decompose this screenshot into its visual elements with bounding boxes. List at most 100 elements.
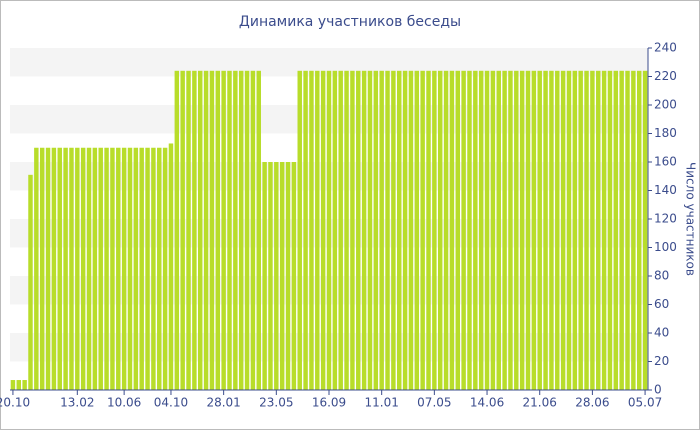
bar [262,162,267,390]
bar [168,143,174,390]
bar [572,70,578,391]
bar [584,70,589,391]
bar [92,147,98,390]
bar [127,147,133,390]
bar [443,70,449,391]
bar [432,70,437,391]
x-tick-label: 10.06 [107,396,141,410]
bar [449,70,455,391]
bar [45,147,51,390]
bar [116,147,121,390]
bar [373,70,379,391]
x-tick-label: 11.01 [364,396,398,410]
y-tick-label: 100 [654,240,677,254]
x-tick-label: 07.05 [417,396,451,410]
y-tick-label: 220 [654,69,677,83]
bar [531,70,537,391]
bar [69,147,74,390]
bar [28,174,33,390]
bar [414,70,420,391]
y-tick-label: 60 [654,297,669,311]
bar [268,162,273,390]
bar [192,70,197,391]
x-tick-label: 04.10 [154,396,188,410]
x-tick-label: 20.10 [0,396,30,410]
bar [250,70,256,391]
bar [121,147,127,390]
bar [315,70,320,391]
y-tick-label: 20 [654,354,669,368]
bar [636,70,642,391]
bar [344,70,349,391]
bar [473,70,478,391]
bar [291,162,297,390]
bar [274,162,279,390]
bar [519,70,525,391]
bar [139,147,144,390]
bar [549,70,554,391]
bar [391,70,396,391]
bar [613,70,619,391]
bar [162,147,168,390]
bar [256,70,261,391]
bar [174,70,180,391]
x-tick-label: 21.06 [523,396,557,410]
bar [63,147,68,390]
bar [461,70,466,391]
bar [525,70,531,391]
x-tick-label: 23.05 [259,396,293,410]
bar [578,70,583,391]
bar [367,70,373,391]
y-tick-label: 160 [654,155,677,169]
bar [133,147,139,390]
y-tick-label: 240 [654,41,677,55]
bar [303,70,308,391]
bar [566,70,572,391]
bar [590,70,595,391]
bar [180,70,185,391]
bar [332,70,338,391]
bar [326,70,332,391]
x-tick-label: 16.09 [312,396,346,410]
bar [496,70,501,391]
bar [560,70,566,391]
bar [16,380,22,390]
bar [420,70,425,391]
bar [34,147,39,390]
bar [514,70,519,391]
bar [86,147,92,390]
bar [157,147,162,390]
bar [10,380,16,390]
bar [631,70,636,391]
bar [244,70,250,391]
chart-title: Динамика участников беседы [239,14,461,30]
bar [104,147,109,390]
bar [397,70,402,391]
bar [57,147,62,390]
bar [356,70,361,391]
bar [502,70,507,391]
bar [543,70,548,391]
bar [607,70,613,391]
bar [110,147,115,390]
x-tick-label: 28.06 [575,396,609,410]
bar [22,380,27,390]
bar [490,70,496,391]
y-axis-title: Число участников [684,162,698,276]
bar [596,70,601,391]
bar [385,70,390,391]
bar [555,70,560,391]
y-tick-label: 180 [654,126,677,140]
y-tick-label: 200 [654,98,677,112]
x-tick-label: 13.02 [60,396,94,410]
bar [233,70,238,391]
bar [601,70,607,391]
bar [51,147,57,390]
bar [437,70,443,391]
bar [642,70,648,391]
bar [145,147,150,390]
x-tick-label: 05.07 [628,396,662,410]
bar [80,147,86,390]
bar [75,147,80,390]
